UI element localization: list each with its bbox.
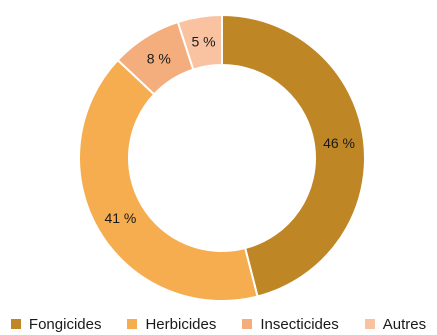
slice-autres — [176, 13, 223, 71]
legend-swatch — [364, 319, 375, 329]
legend-item-herbicides: Herbicides — [127, 316, 216, 333]
chart-legend: Fongicides Herbicides Insecticides Autres — [0, 314, 437, 334]
legend-item-autres: Autres — [364, 315, 427, 333]
slice-label-insecticides: 8 % — [147, 50, 171, 66]
legend-label: Herbicides — [145, 315, 217, 333]
slice-label-autres: 5 % — [191, 33, 215, 49]
donut-chart: 46 % 41 % 8 % 5 % — [78, 13, 366, 302]
slice-label-fongicides: 46 % — [323, 135, 355, 151]
slice-label-herbicides: 41 % — [104, 210, 136, 226]
legend-item-insecticides: Insecticides — [242, 315, 339, 333]
legend-label: Fongicides — [28, 315, 102, 333]
legend-label: Autres — [382, 315, 427, 333]
slice-herbicides — [78, 58, 259, 302]
legend-swatch — [127, 319, 138, 329]
legend-label: Insecticides — [260, 315, 339, 333]
legend-swatch — [10, 319, 21, 329]
legend-swatch — [242, 319, 253, 329]
legend-item-fongicides: Fongicides — [10, 315, 102, 333]
slice-fongicides — [221, 13, 366, 298]
